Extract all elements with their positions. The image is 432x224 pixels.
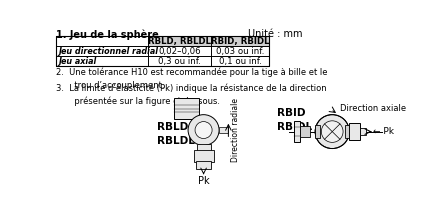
- Text: 0,03 ou inf.: 0,03 ou inf.: [216, 47, 264, 56]
- Text: RBLD, RBLDL: RBLD, RBLDL: [148, 37, 211, 46]
- Text: 0,3 ou inf.: 0,3 ou inf.: [158, 57, 201, 66]
- Circle shape: [188, 115, 219, 145]
- Bar: [345, 125, 349, 138]
- Circle shape: [315, 115, 349, 149]
- Bar: [56, 36, 269, 66]
- Text: RBLD
RBLDL: RBLD RBLDL: [157, 121, 195, 146]
- Text: 0,1 ou inf.: 0,1 ou inf.: [219, 57, 261, 66]
- Bar: [197, 144, 210, 152]
- Text: 1. Jeu de la sphère: 1. Jeu de la sphère: [56, 29, 159, 40]
- Bar: [174, 99, 199, 118]
- Bar: [315, 125, 320, 138]
- Bar: [300, 126, 310, 137]
- Text: 3.  La limite d’élasticité (Pk) indique la résistance de la direction
       pré: 3. La limite d’élasticité (Pk) indique l…: [56, 83, 327, 106]
- Text: Direction radiale: Direction radiale: [232, 98, 241, 162]
- Bar: [219, 127, 229, 133]
- Bar: [294, 121, 300, 142]
- Text: Pk: Pk: [198, 176, 210, 186]
- Bar: [194, 150, 214, 162]
- Text: 0,02–0,06: 0,02–0,06: [158, 47, 201, 56]
- Circle shape: [195, 122, 212, 138]
- Bar: [349, 123, 360, 140]
- Text: Direction axiale: Direction axiale: [340, 104, 406, 113]
- Text: Unité : mm: Unité : mm: [248, 29, 302, 39]
- Text: RBID, RBIDL: RBID, RBIDL: [211, 37, 269, 46]
- Text: 2.  Une tolérance H10 est recommandée pour la tige à bille et le
       trou d’a: 2. Une tolérance H10 est recommandée pou…: [56, 68, 328, 90]
- Bar: [360, 128, 366, 136]
- Text: ← Pk: ← Pk: [373, 127, 394, 136]
- Text: RBID
RBIDL: RBID RBIDL: [277, 108, 312, 132]
- Text: Jeu axial: Jeu axial: [58, 57, 96, 66]
- Text: Jeu directionnel radial: Jeu directionnel radial: [58, 47, 158, 56]
- Bar: [196, 161, 211, 169]
- Bar: [148, 36, 269, 46]
- Circle shape: [321, 121, 343, 142]
